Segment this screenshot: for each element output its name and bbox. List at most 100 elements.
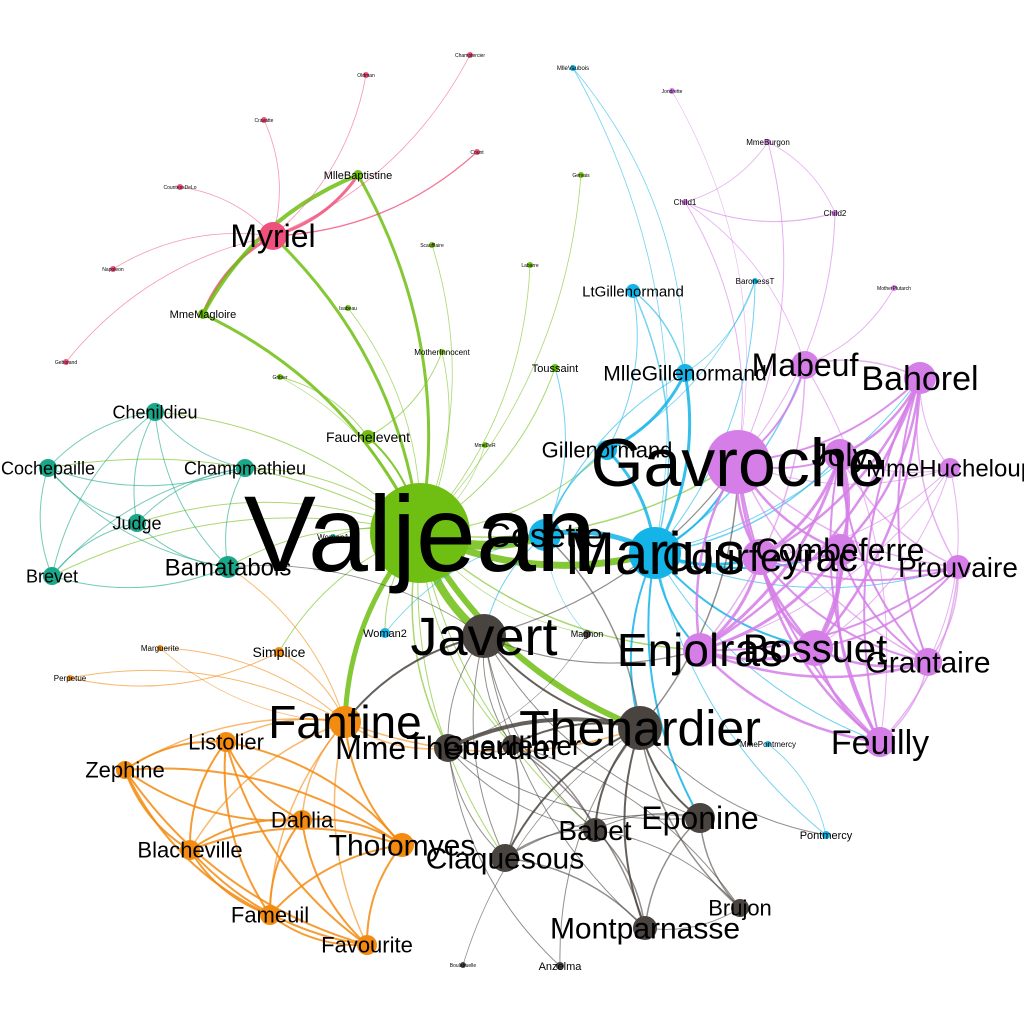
node-claquesous[interactable] xyxy=(491,844,519,872)
node-marius[interactable] xyxy=(629,527,681,579)
node-bahorel[interactable] xyxy=(904,362,936,394)
node-jondrette[interactable] xyxy=(669,88,675,94)
node-napoleon[interactable] xyxy=(110,266,116,272)
node-favourite[interactable] xyxy=(357,935,377,955)
node-chenildieu[interactable] xyxy=(146,403,164,421)
node-javert[interactable] xyxy=(462,614,506,658)
node-count[interactable] xyxy=(474,149,480,155)
node-mmeder[interactable] xyxy=(482,442,488,448)
edge-Dahlia-Favourite xyxy=(301,819,368,946)
node-labarre[interactable] xyxy=(527,262,533,268)
edge-Chenildieu-Brevet xyxy=(51,411,156,577)
edge-Judge-Brevet xyxy=(51,522,138,577)
node-fantine[interactable] xyxy=(329,706,361,738)
node-mmeburgon[interactable] xyxy=(765,139,771,145)
edge-Marius-Pontmercy xyxy=(654,552,827,836)
node-mabeuf[interactable] xyxy=(791,351,819,379)
node-boulatruelle[interactable] xyxy=(460,962,466,968)
node-combeferre[interactable] xyxy=(824,534,856,566)
node-label-gueulemer: Gueulemer xyxy=(443,730,582,761)
edge-MmeThenardier-Babet xyxy=(447,747,596,831)
node-gueulemer[interactable] xyxy=(502,735,522,755)
node-label-geborand: Geborand xyxy=(55,360,77,366)
node-eponine[interactable] xyxy=(685,803,715,833)
node-grantaire[interactable] xyxy=(914,648,942,676)
node-fameuil[interactable] xyxy=(260,905,280,925)
node-cochepaille[interactable] xyxy=(39,459,57,477)
edge-Montparnasse-Claquesous xyxy=(504,857,646,929)
node-baronesst[interactable] xyxy=(752,278,758,284)
node-woman1[interactable] xyxy=(330,534,336,540)
node-fauchelevent[interactable] xyxy=(361,430,375,444)
edge-Chenildieu-Judge xyxy=(133,411,156,524)
node-label-fantine: Fantine xyxy=(268,696,421,748)
node-gervais[interactable] xyxy=(578,172,584,178)
node-dahlia[interactable] xyxy=(292,810,312,830)
node-enjolras[interactable] xyxy=(683,633,717,667)
node-label-gribier: Gribier xyxy=(272,375,287,381)
node-label-cochepaille: Cochepaille xyxy=(1,458,95,478)
node-pontmercy[interactable] xyxy=(822,831,830,839)
node-montparnasse[interactable] xyxy=(633,916,657,940)
node-mmethenardier[interactable] xyxy=(434,734,462,762)
node-courfeyrac[interactable] xyxy=(742,539,778,575)
node-motherplutarch[interactable] xyxy=(891,285,897,291)
node-label-count: Count xyxy=(470,150,484,156)
node-mmehucheloup[interactable] xyxy=(940,458,960,478)
node-perpetue[interactable] xyxy=(67,675,73,681)
node-tholomyes[interactable] xyxy=(390,833,414,857)
node-child2[interactable] xyxy=(832,210,838,216)
node-marguerite[interactable] xyxy=(157,645,163,651)
node-ltgillenormand[interactable] xyxy=(626,284,640,298)
node-simplice[interactable] xyxy=(274,647,284,657)
node-mmemagloire[interactable] xyxy=(198,309,208,319)
node-blacheville[interactable] xyxy=(180,840,200,860)
node-geborand[interactable] xyxy=(63,359,69,365)
node-label-fauchelevent: Fauchelevent xyxy=(326,429,410,445)
node-myriel[interactable] xyxy=(259,222,287,250)
node-gavroche[interactable] xyxy=(706,430,770,494)
node-champtercier[interactable] xyxy=(467,52,473,58)
node-feuilly[interactable] xyxy=(865,727,895,757)
node-gillenormand[interactable] xyxy=(597,440,617,460)
node-motherinnocent[interactable] xyxy=(439,349,445,355)
node-brevet[interactable] xyxy=(43,567,61,585)
node-anzelma[interactable] xyxy=(556,962,564,970)
node-woman2[interactable] xyxy=(380,628,390,638)
node-mllegillenormand[interactable] xyxy=(676,364,694,382)
node-bossuet[interactable] xyxy=(797,630,833,666)
node-judge[interactable] xyxy=(128,514,146,532)
node-magnon[interactable] xyxy=(583,630,591,638)
node-listolier[interactable] xyxy=(216,732,236,752)
edge-MlleGillenormand-MlleVaubois xyxy=(572,67,686,374)
node-label-motherplutarch: MotherPlutarch xyxy=(877,286,911,292)
edge-Marius-MlleVaubois xyxy=(572,67,668,554)
node-champmathieu[interactable] xyxy=(236,459,254,477)
node-scaufflaire[interactable] xyxy=(429,242,435,248)
edge-Listolier-Favourite xyxy=(225,741,368,946)
node-label-mmethenardier: MmeThenardier xyxy=(335,730,561,766)
node-zephine[interactable] xyxy=(116,761,134,779)
edge-Fantine-Thenardier xyxy=(344,721,641,753)
node-cravatte[interactable] xyxy=(261,117,267,123)
node-mmepontmercy[interactable] xyxy=(765,741,771,747)
node-toussaint[interactable] xyxy=(551,364,559,372)
node-label-cosette: Cosette xyxy=(486,517,603,555)
node-valjean[interactable] xyxy=(370,483,470,583)
node-mllevaubois[interactable] xyxy=(570,65,576,71)
node-cosette[interactable] xyxy=(529,519,561,551)
node-thenardier[interactable] xyxy=(618,706,662,750)
node-gribier[interactable] xyxy=(277,374,283,380)
node-mllebaptistine[interactable] xyxy=(353,170,363,180)
node-oldman[interactable] xyxy=(363,72,369,78)
node-babet[interactable] xyxy=(583,818,607,842)
node-joly[interactable] xyxy=(824,439,856,471)
node-prouvaire[interactable] xyxy=(946,555,970,579)
node-isabeau[interactable] xyxy=(345,305,351,311)
node-brujon[interactable] xyxy=(731,899,749,917)
node-countessdelo[interactable] xyxy=(177,184,183,190)
node-label-motherinnocent: MotherInnocent xyxy=(414,348,470,357)
node-child1[interactable] xyxy=(682,199,688,205)
node-bamatabois[interactable] xyxy=(217,556,239,578)
